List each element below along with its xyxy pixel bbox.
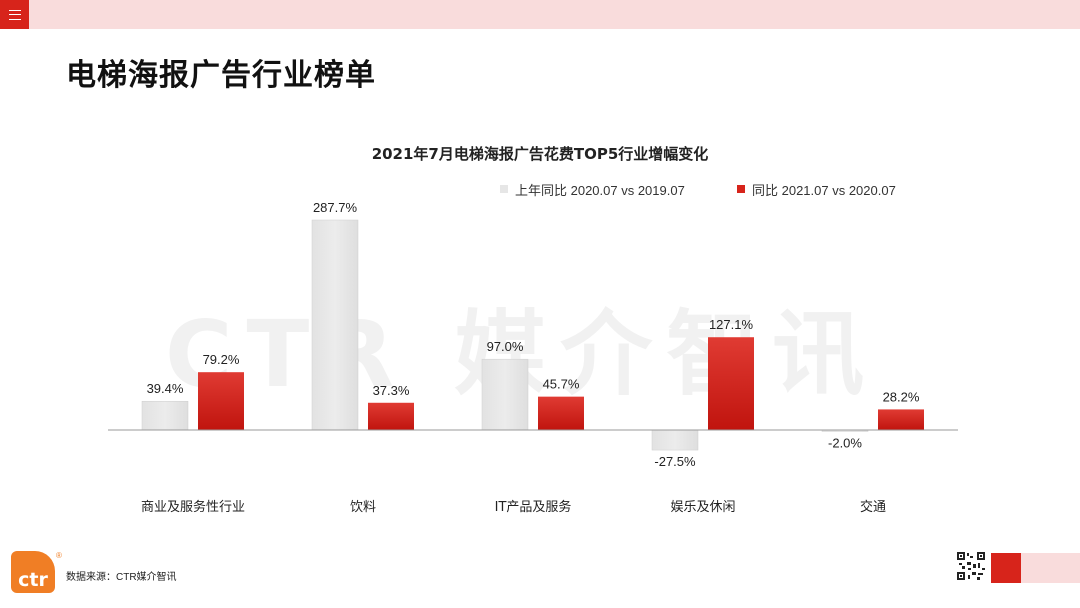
top-bar — [0, 0, 1080, 29]
registered-mark: ® — [56, 551, 62, 560]
legend-swatch-current-year — [737, 185, 745, 193]
bar-s1-c1 — [368, 402, 414, 430]
data-label-s0-c4: -2.0% — [828, 435, 862, 450]
bar-s0-c1 — [311, 219, 359, 431]
category-label-c2: IT产品及服务 — [495, 499, 572, 515]
data-label-s1-c1: 37.3% — [373, 383, 410, 398]
data-label-s0-c3: -27.5% — [654, 454, 696, 469]
bar-s1-c0 — [198, 372, 244, 430]
data-label-s1-c4: 28.2% — [883, 389, 920, 404]
bar-s0-c3 — [651, 429, 699, 451]
category-label-c0: 商业及服务性行业 — [141, 499, 245, 515]
bar-s1-c3 — [708, 337, 754, 430]
data-label-s1-c3: 127.1% — [709, 317, 754, 332]
legend-item-prior-year: 上年同比 2020.07 vs 2019.07 — [500, 181, 685, 198]
page-title: 电梯海报广告行业榜单 — [66, 58, 376, 93]
bar-s1-c4 — [878, 409, 924, 430]
data-label-s0-c0: 39.4% — [147, 381, 184, 396]
legend-swatch-prior-year — [500, 185, 508, 193]
data-source: 数据来源：CTR媒介智讯 — [66, 572, 177, 583]
data-label-s1-c2: 45.7% — [543, 377, 580, 392]
legend-label-current-year: 同比 2021.07 vs 2020.07 — [752, 182, 896, 198]
data-label-s1-c0: 79.2% — [203, 352, 240, 367]
bar-s0-c2 — [481, 358, 529, 431]
legend-label-prior-year: 上年同比 2020.07 vs 2019.07 — [515, 182, 685, 198]
bar-s0-c0 — [141, 400, 189, 431]
qr-code-icon — [956, 551, 986, 581]
category-label-c4: 交通 — [860, 499, 886, 515]
footer-pink-strip — [1021, 553, 1080, 583]
category-label-c3: 娱乐及休闲 — [670, 500, 735, 515]
ctr-logo: ctr — [11, 551, 55, 593]
category-label-c1: 饮料 — [350, 500, 376, 515]
bar-s1-c2 — [538, 396, 584, 430]
hamburger-menu-icon[interactable] — [0, 0, 29, 29]
data-label-s0-c2: 97.0% — [487, 339, 524, 354]
chart-title: 2021年7月电梯海报广告花费TOP5行业增幅变化 — [371, 145, 709, 163]
legend-item-current-year: 同比 2021.07 vs 2020.07 — [737, 181, 896, 198]
footer-red-block — [991, 553, 1021, 583]
data-label-s0-c1: 287.7% — [313, 200, 358, 215]
